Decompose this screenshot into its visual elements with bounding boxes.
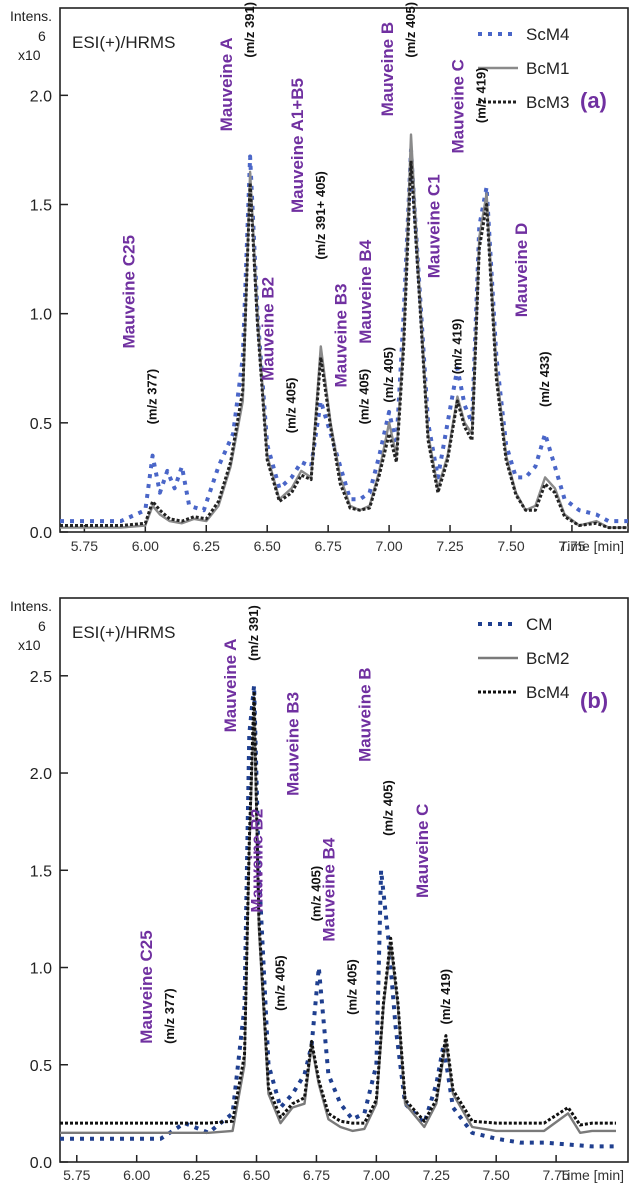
legend-entry: ScM4 xyxy=(526,25,569,44)
mz-label: (m/z 433) xyxy=(537,351,552,407)
compound-label: Mauveine C1 xyxy=(424,174,443,278)
mz-label: (m/z 405) xyxy=(273,955,288,1011)
x-tick-label: 6.75 xyxy=(315,538,342,554)
compound-label: Mauveine A1+B5 xyxy=(288,78,307,213)
compound-label: Mauveine C25 xyxy=(120,235,139,348)
mz-label: (m/z 391) xyxy=(242,2,257,58)
legend-entry: CM xyxy=(526,615,552,634)
y-tick-label: 2.0 xyxy=(30,88,52,105)
compound-label: Mauveine B3 xyxy=(283,692,302,796)
plot-frame xyxy=(59,7,629,533)
x-tick-label: 6.50 xyxy=(254,538,281,554)
x-tick-label: 6.75 xyxy=(303,1167,330,1183)
mz-label: (m/z 405) xyxy=(357,369,372,425)
mz-label: (m/z 419) xyxy=(449,319,464,375)
chart-panel-a: 0.0 0.5 1.0 1.5 2.0 5.75 6.00 6.25 6.50 6.75 7.00 7… xyxy=(10,2,629,554)
mz-label: (m/z 405) xyxy=(344,959,359,1015)
compound-label: Mauveine B xyxy=(355,667,374,761)
y-axis-exponent: 6 xyxy=(38,618,46,634)
mz-label: (m/z 391) xyxy=(246,605,261,661)
mz-label: (m/z 405) xyxy=(381,347,396,403)
x-tick-label: 7.00 xyxy=(375,538,402,554)
legend-entry: BcM3 xyxy=(526,93,569,112)
x-tick-label: 5.75 xyxy=(63,1167,90,1183)
compound-label: Mauveine D xyxy=(512,223,531,317)
mz-label: (m/z 391+ 405) xyxy=(313,171,328,260)
legend-entry: BcM2 xyxy=(526,649,569,668)
y-axis-multiplier: x10 xyxy=(18,637,41,653)
y-axis-label: Intens. xyxy=(10,8,52,24)
compound-label: Mauveine A xyxy=(217,37,236,131)
x-tick-label: 7.25 xyxy=(436,538,463,554)
mz-label: (m/z 405) xyxy=(308,866,323,922)
mz-label: (m/z 405) xyxy=(403,2,418,58)
compound-label: Mauveine A xyxy=(221,639,240,733)
compound-label: Mauveine B4 xyxy=(356,239,375,343)
series-line-bcm4 xyxy=(60,689,616,1127)
compound-label: Mauveine C25 xyxy=(137,930,156,1043)
y-tick-label: 1.0 xyxy=(30,961,52,978)
x-tick-label: 7.50 xyxy=(497,538,524,554)
y-axis-label: Intens. xyxy=(10,598,52,614)
y-tick-label: 0.0 xyxy=(30,1155,52,1172)
y-tick-label: 1.0 xyxy=(30,307,52,324)
x-tick-label: 7.50 xyxy=(483,1167,510,1183)
panel-label: (b) xyxy=(580,688,608,713)
y-axis-exponent: 6 xyxy=(38,28,46,44)
x-axis-label: Time [min] xyxy=(559,1167,624,1183)
method-label: ESI(+)/HRMS xyxy=(72,33,175,52)
series-line-scm4 xyxy=(60,147,628,524)
x-tick-label: 7.00 xyxy=(363,1167,390,1183)
y-tick-label: 2.5 xyxy=(30,669,52,686)
y-tick-label: 1.5 xyxy=(30,198,52,215)
x-tick-label: 6.00 xyxy=(123,1167,150,1183)
compound-label: Mauveine C xyxy=(449,59,468,153)
y-tick-label: 0.5 xyxy=(30,1058,52,1075)
compound-label: Mauveine B2 xyxy=(248,809,267,913)
method-label: ESI(+)/HRMS xyxy=(72,623,175,642)
x-tick-label: 6.50 xyxy=(243,1167,270,1183)
x-tick-label: 7.25 xyxy=(423,1167,450,1183)
series-line-bcm3 xyxy=(60,159,628,530)
panel-label: (a) xyxy=(580,88,607,113)
mz-label: (m/z 419) xyxy=(474,67,489,123)
legend-entry: BcM4 xyxy=(526,683,569,702)
x-tick-label: 7.75 xyxy=(542,1167,569,1183)
x-tick-label: 7.75 xyxy=(558,538,585,554)
compound-label: Mauveine B4 xyxy=(319,837,338,941)
y-tick-label: 2.0 xyxy=(30,766,52,783)
mz-label: (m/z 377) xyxy=(145,369,160,425)
compound-label: Mauveine B2 xyxy=(259,277,278,381)
plot-frame xyxy=(59,597,629,1163)
y-tick-label: 0.0 xyxy=(30,525,52,542)
compound-label: Mauveine C xyxy=(413,804,432,898)
x-axis-label: Time [min] xyxy=(559,538,624,554)
y-axis-multiplier: x10 xyxy=(18,47,41,63)
compound-label: Mauveine B xyxy=(378,22,397,116)
series-line-bcm2 xyxy=(60,703,616,1134)
x-tick-label: 6.25 xyxy=(193,538,220,554)
x-tick-label: 6.00 xyxy=(132,538,159,554)
chart-panel-b: 0.0 0.5 1.0 1.5 2.0 2.5 5.75 6.00 6.25 6.50 6.75 7.… xyxy=(10,597,629,1183)
x-tick-label: 5.75 xyxy=(71,538,98,554)
compound-label: Mauveine B3 xyxy=(332,284,351,388)
mz-label: (m/z 377) xyxy=(162,988,177,1044)
x-tick-label: 6.25 xyxy=(183,1167,210,1183)
mz-label: (m/z 419) xyxy=(438,969,453,1025)
y-tick-label: 0.5 xyxy=(30,416,52,433)
mz-label: (m/z 405) xyxy=(380,780,395,836)
legend-entry: BcM1 xyxy=(526,59,569,78)
mz-label: (m/z 405) xyxy=(284,378,299,434)
y-tick-label: 1.5 xyxy=(30,863,52,880)
